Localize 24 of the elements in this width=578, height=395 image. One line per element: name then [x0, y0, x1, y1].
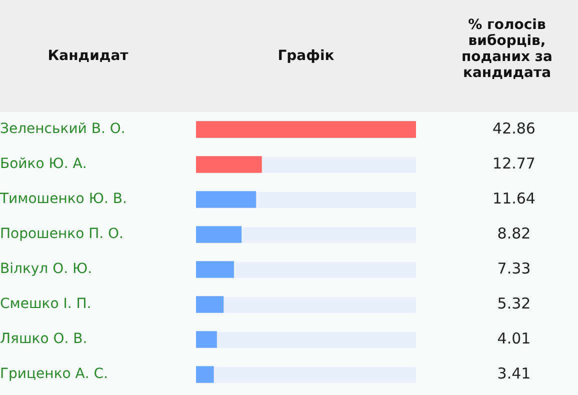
data-label: 3.41 — [497, 364, 531, 382]
y-tick-label: Бойко Ю. А. — [0, 156, 87, 172]
y-tick-label: Смешко І. П. — [0, 296, 92, 312]
bar — [196, 331, 217, 348]
y-tick-label: Ляшко О. В. — [0, 331, 88, 348]
data-label: 12.77 — [492, 154, 536, 172]
y-tick-label: Вілкул О. Ю. — [0, 261, 92, 278]
data-label: 4.01 — [497, 329, 531, 348]
data-label: 8.82 — [497, 224, 531, 242]
text: Графік — [276, 48, 336, 64]
y-tick-label: Гриценко А. С. — [0, 366, 108, 382]
bar — [196, 226, 242, 243]
data-label: 7.33 — [497, 259, 531, 278]
y-tick-label: Зеленський В. О. — [0, 121, 126, 138]
data-label: 42.86 — [492, 119, 536, 138]
data-label: 5.32 — [497, 294, 531, 312]
text: Кандидат — [46, 48, 130, 64]
bar — [196, 296, 224, 313]
bar — [196, 366, 214, 383]
data-label: 11.64 — [492, 189, 536, 208]
text: % голосів виборців, поданих за кандидата — [460, 17, 554, 81]
y-tick-label: Тимошенко Ю. В. — [0, 191, 127, 208]
y-tick-label: Порошенко П. О. — [0, 226, 124, 242]
bar — [196, 261, 234, 278]
